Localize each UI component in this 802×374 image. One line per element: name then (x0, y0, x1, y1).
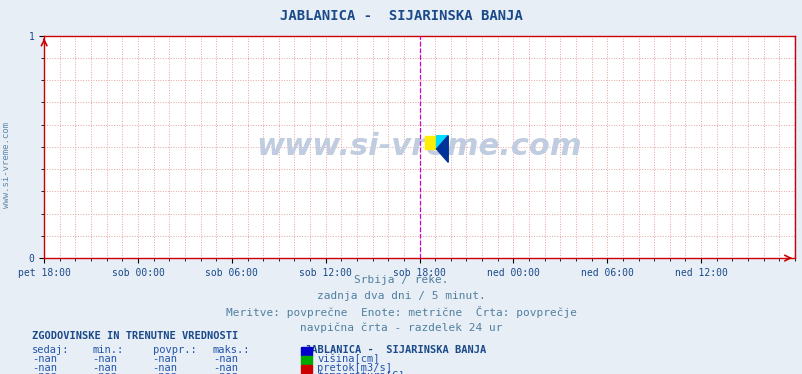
Text: ZGODOVINSKE IN TRENUTNE VREDNOSTI: ZGODOVINSKE IN TRENUTNE VREDNOSTI (32, 331, 238, 341)
Text: -nan: -nan (32, 371, 57, 374)
Text: Meritve: povprečne  Enote: metrične  Črta: povprečje: Meritve: povprečne Enote: metrične Črta:… (225, 306, 577, 318)
Text: pretok[m3/s]: pretok[m3/s] (317, 363, 391, 373)
Text: -nan: -nan (92, 363, 117, 373)
Text: sedaj:: sedaj: (32, 345, 70, 355)
Text: min.:: min.: (92, 345, 124, 355)
Text: višina[cm]: višina[cm] (317, 354, 379, 365)
Text: Srbija / reke.: Srbija / reke. (354, 275, 448, 285)
Text: povpr.:: povpr.: (152, 345, 196, 355)
Text: -nan: -nan (92, 371, 117, 374)
Text: -nan: -nan (32, 354, 57, 364)
Text: www.si-vreme.com: www.si-vreme.com (2, 122, 11, 208)
Polygon shape (436, 136, 448, 149)
Polygon shape (424, 136, 436, 149)
Text: -nan: -nan (213, 371, 237, 374)
Text: maks.:: maks.: (213, 345, 250, 355)
Text: -nan: -nan (92, 354, 117, 364)
Text: JABLANICA -  SIJARINSKA BANJA: JABLANICA - SIJARINSKA BANJA (305, 345, 486, 355)
Text: www.si-vreme.com: www.si-vreme.com (257, 132, 581, 161)
Text: zadnja dva dni / 5 minut.: zadnja dva dni / 5 minut. (317, 291, 485, 301)
Text: -nan: -nan (32, 363, 57, 373)
Text: JABLANICA -  SIJARINSKA BANJA: JABLANICA - SIJARINSKA BANJA (280, 9, 522, 23)
Text: -nan: -nan (152, 371, 177, 374)
Text: -nan: -nan (213, 354, 237, 364)
Text: -nan: -nan (152, 354, 177, 364)
Text: -nan: -nan (152, 363, 177, 373)
Text: navpična črta - razdelek 24 ur: navpična črta - razdelek 24 ur (300, 322, 502, 332)
Polygon shape (436, 136, 448, 162)
Text: -nan: -nan (213, 363, 237, 373)
Text: temperatura[C]: temperatura[C] (317, 371, 404, 374)
